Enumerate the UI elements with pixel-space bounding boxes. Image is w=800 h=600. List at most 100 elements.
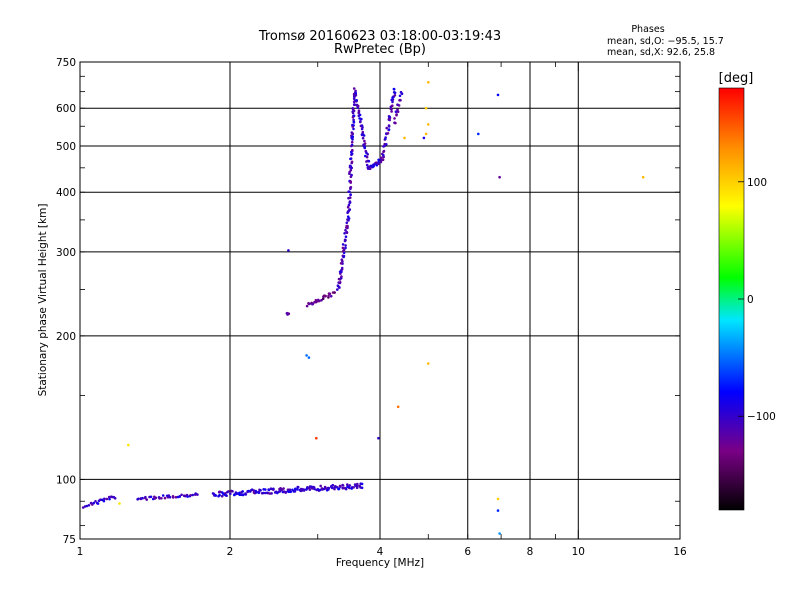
data-point: [229, 492, 232, 496]
data-point: [343, 232, 346, 235]
y-tick-label: 300: [56, 247, 76, 259]
data-point: [163, 496, 167, 500]
data-point: [427, 123, 430, 126]
data-point: [340, 258, 344, 262]
colorbar-tick-label: 100: [747, 177, 767, 189]
data-point: [366, 153, 370, 156]
data-point: [398, 98, 402, 102]
data-point: [318, 488, 322, 492]
data-point: [296, 488, 299, 491]
data-point: [387, 128, 391, 131]
data-point: [349, 165, 353, 168]
data-point: [287, 312, 291, 316]
data-point: [349, 157, 352, 161]
y-tick-label: 100: [56, 474, 76, 486]
data-point: [352, 120, 356, 124]
data-point: [346, 210, 350, 213]
data-point: [220, 494, 224, 498]
data-point: [282, 487, 285, 490]
data-point: [393, 94, 397, 97]
data-point: [340, 266, 344, 270]
data-point: [394, 110, 398, 113]
data-point: [191, 493, 194, 497]
data-point: [348, 201, 352, 204]
data-point: [308, 302, 311, 306]
data-point: [382, 153, 385, 157]
data-point: [344, 238, 347, 242]
data-point: [238, 491, 241, 495]
data-point: [350, 487, 354, 490]
x-tick-label: 2: [227, 546, 234, 558]
data-point: [346, 483, 349, 486]
data-point: [324, 294, 327, 298]
data-point: [340, 275, 343, 278]
data-point: [160, 497, 163, 500]
data-point: [342, 248, 346, 252]
data-point: [351, 111, 355, 115]
data-point: [352, 486, 355, 489]
x-axis-label: Frequency [MHz]: [336, 557, 424, 569]
data-point: [477, 132, 480, 136]
colorbar-tick-label: 0: [747, 294, 754, 306]
data-point: [344, 246, 347, 250]
data-point: [259, 489, 262, 492]
data-point: [211, 492, 215, 495]
data-point: [145, 498, 148, 501]
data-point: [141, 496, 144, 500]
data-point: [390, 107, 393, 111]
data-point: [352, 100, 356, 104]
data-point: [403, 136, 406, 140]
data-point: [363, 145, 367, 149]
data-point: [341, 486, 345, 490]
x-tick-label: 4: [377, 546, 384, 558]
data-point: [108, 497, 111, 501]
data-point: [287, 249, 290, 252]
data-point: [355, 99, 359, 102]
y-tick-label: 750: [56, 57, 76, 69]
data-point: [386, 132, 390, 135]
data-point: [356, 104, 360, 108]
data-point: [391, 104, 394, 107]
data-point: [388, 115, 391, 119]
colorbar-ticks: 100 0 −100: [738, 177, 776, 423]
data-point: [344, 228, 347, 232]
data-point: [498, 175, 501, 179]
data-point: [313, 487, 316, 491]
data-point: [390, 110, 393, 113]
data-point: [196, 493, 199, 496]
data-point: [393, 91, 397, 95]
data-point: [354, 94, 358, 97]
data-point: [352, 114, 356, 118]
data-point: [287, 490, 291, 494]
data-point: [349, 193, 352, 196]
data-point: [350, 173, 353, 177]
data-point: [424, 132, 428, 136]
data-point: [391, 98, 395, 101]
data-point: [377, 160, 381, 164]
data-point: [189, 494, 192, 497]
data-point: [361, 126, 364, 129]
data-point: [270, 492, 273, 495]
data-point: [391, 100, 394, 104]
data-point: [344, 244, 347, 247]
data-point: [346, 224, 349, 228]
data-point: [363, 139, 366, 143]
data-point: [327, 488, 330, 491]
x-axis: 1 2 4 6 8 10 16: [77, 62, 687, 558]
data-point: [257, 491, 261, 495]
data-point: [347, 217, 351, 220]
data-point: [360, 482, 364, 486]
data-point: [362, 134, 366, 137]
data-point: [241, 490, 244, 493]
data-point: [361, 130, 365, 134]
data-point: [350, 144, 353, 148]
data-point: [328, 292, 332, 296]
data-point: [214, 494, 217, 497]
data-point: [339, 262, 343, 265]
data-point: [272, 487, 275, 491]
data-point: [218, 493, 221, 497]
grid-lines: [80, 62, 680, 539]
x-tick-label: 8: [527, 546, 534, 558]
data-point: [339, 269, 343, 272]
data-point: [367, 159, 371, 163]
